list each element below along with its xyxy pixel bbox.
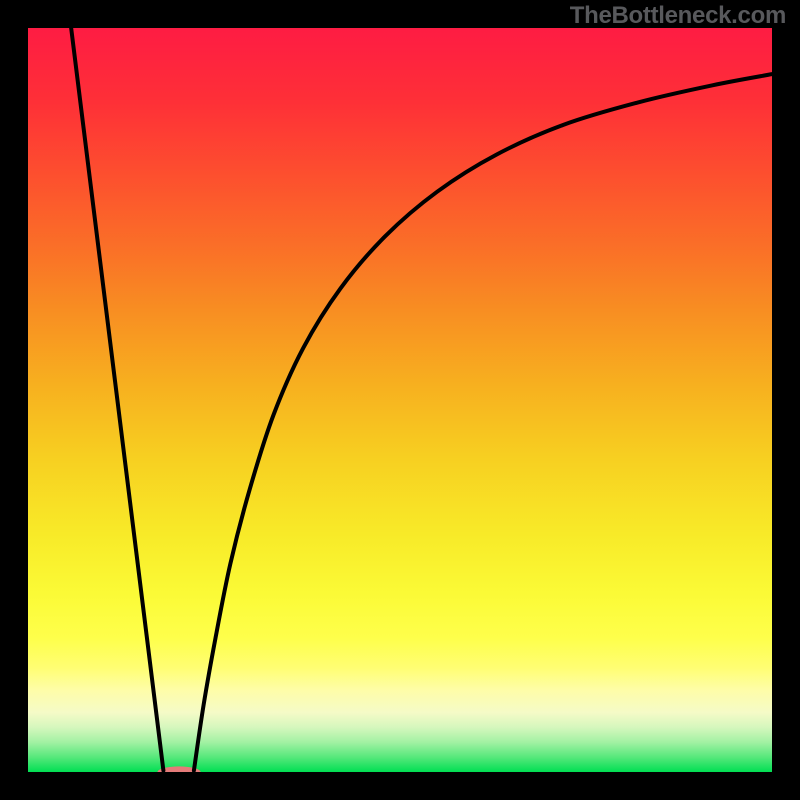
chart-background (28, 28, 772, 772)
chart-svg (0, 0, 800, 800)
watermark-text: TheBottleneck.com (570, 2, 786, 30)
chart-container: TheBottleneck.com (0, 0, 800, 800)
